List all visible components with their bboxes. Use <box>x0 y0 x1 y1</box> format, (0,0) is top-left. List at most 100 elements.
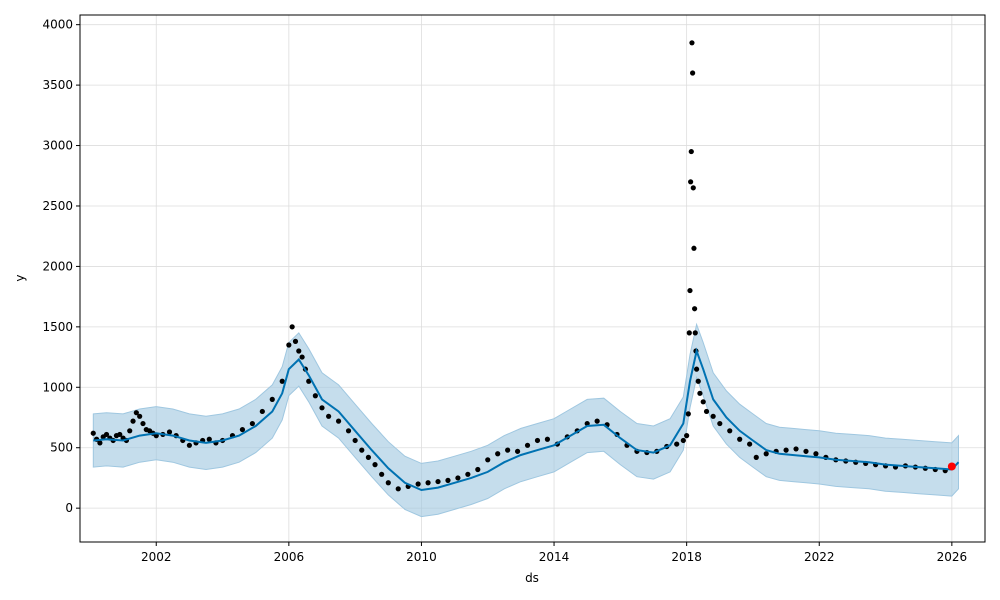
plot-area-border <box>79 14 986 543</box>
observed-point <box>753 454 759 460</box>
observed-point <box>686 330 692 336</box>
y-axis-label: y <box>13 274 27 281</box>
observed-point <box>117 431 123 438</box>
observed-point <box>710 413 716 419</box>
y-tick-label: 3000 <box>42 139 73 153</box>
observed-point <box>495 451 501 457</box>
observed-point <box>524 442 531 448</box>
uncertainty-band-layer <box>92 322 959 518</box>
observed-point <box>692 306 698 312</box>
observed-point <box>352 437 358 444</box>
observed-point <box>415 481 421 487</box>
observed-point <box>594 418 600 424</box>
observed-point <box>326 413 332 419</box>
observed-point <box>485 457 491 463</box>
x-tick-label: 2022 <box>804 550 835 564</box>
observed-point <box>319 405 325 411</box>
plot-frame <box>79 14 986 543</box>
observed-point <box>703 408 710 415</box>
observed-point <box>90 430 96 436</box>
observed-point <box>379 471 385 477</box>
observed-point <box>584 420 590 427</box>
latest-point-marker <box>947 462 956 471</box>
observed-point <box>803 448 809 454</box>
observed-point <box>544 436 551 442</box>
observed-point <box>292 338 299 344</box>
y-tick-label: 2000 <box>42 259 73 273</box>
observed-point <box>186 442 192 448</box>
observed-point <box>385 480 391 486</box>
observed-point <box>697 390 703 396</box>
observed-point <box>395 486 401 492</box>
observed-point <box>674 441 680 447</box>
observed-point <box>206 436 212 442</box>
observed-point <box>365 454 372 460</box>
observed-point <box>727 428 733 434</box>
uncertainty-band <box>92 322 959 518</box>
y-tick-label: 1000 <box>42 380 73 394</box>
observed-point <box>140 420 146 427</box>
observed-point <box>299 354 305 360</box>
observed-point <box>685 411 691 417</box>
observed-point <box>359 447 365 453</box>
observed-point <box>97 440 103 446</box>
x-tick-label: 2006 <box>274 550 305 564</box>
observed-point <box>279 378 285 384</box>
x-tick-label: 2026 <box>937 550 968 564</box>
observed-point <box>455 475 461 481</box>
observed-point <box>691 245 697 251</box>
x-tick-label: 2014 <box>539 550 570 564</box>
observed-point <box>689 40 695 46</box>
observed-point <box>435 478 441 485</box>
observed-point <box>133 410 139 416</box>
x-tick-label: 2018 <box>671 550 702 564</box>
observed-point <box>680 437 686 444</box>
observed-point <box>693 366 700 372</box>
observed-point <box>514 448 521 454</box>
observed-point <box>335 418 342 424</box>
observed-point <box>687 287 693 294</box>
observed-point <box>127 428 133 434</box>
observed-point <box>793 446 799 452</box>
observed-point <box>286 342 292 348</box>
observed-point <box>695 378 701 384</box>
observed-point <box>249 420 255 427</box>
observed-point <box>269 396 275 402</box>
observed-point <box>372 462 378 468</box>
observed-point <box>688 179 694 185</box>
observed-point <box>296 348 302 354</box>
y-tick-label: 2500 <box>42 199 73 213</box>
observed-point <box>166 429 173 435</box>
observed-point <box>505 447 511 453</box>
observed-point <box>747 441 753 447</box>
x-tick-label: 2010 <box>406 550 437 564</box>
x-axis-label: ds <box>525 571 539 585</box>
observed-point <box>692 330 698 336</box>
forecast-line-layer <box>93 347 960 492</box>
observed-point <box>312 393 318 399</box>
observed-point <box>690 70 696 76</box>
observed-point <box>130 418 136 424</box>
y-tick-label: 500 <box>50 441 73 455</box>
observed-point <box>345 428 352 434</box>
observed-point <box>684 433 690 439</box>
observed-point <box>239 426 246 433</box>
observed-point <box>737 436 743 442</box>
axis-ticks: 2002 2006 2010 2014 2018 2022 2026 0 500 1000 1500… <box>42 18 967 564</box>
forecast-line <box>93 347 960 492</box>
observed-point <box>534 437 541 444</box>
observed-point <box>475 466 481 473</box>
observed-point <box>103 431 110 438</box>
observed-point <box>425 480 431 486</box>
y-tick-label: 0 <box>65 501 73 515</box>
observed-point <box>289 324 295 330</box>
observed-point <box>690 185 696 191</box>
y-tick-label: 1500 <box>42 320 73 334</box>
observed-point <box>465 471 471 477</box>
observed-point <box>688 148 694 155</box>
grid-layer <box>80 15 985 542</box>
observed-point <box>783 447 789 453</box>
observed-point <box>700 399 706 405</box>
observed-point <box>763 451 769 457</box>
